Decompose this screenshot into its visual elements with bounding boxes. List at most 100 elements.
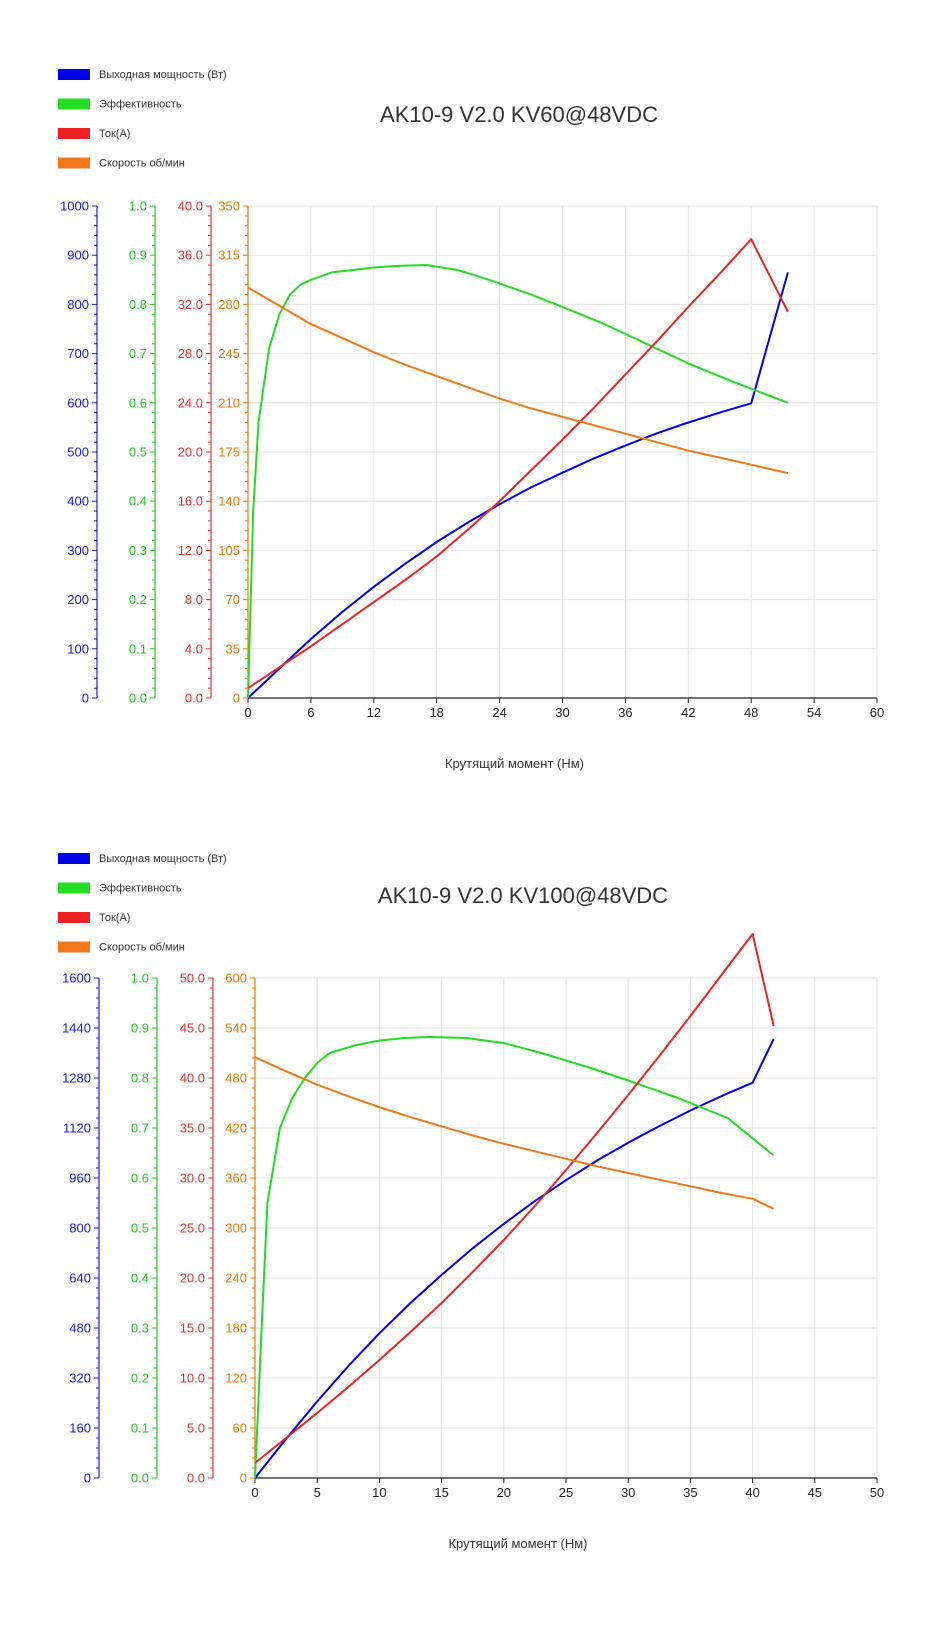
legend-label-4: Скорость об/мин [99, 942, 185, 954]
y-tick-label-eff: 0.2 [131, 1371, 149, 1386]
chart-title: AK10-9 V2.0 KV100@48VDC [378, 883, 668, 908]
x-axis-label: Крутящий момент (Нм) [448, 1536, 587, 1551]
y-tick-label-speed: 120 [225, 1371, 247, 1386]
series-line-power [254, 1038, 775, 1479]
y-tick-label-current: 8.0 [185, 592, 203, 607]
x-tick-label: 48 [744, 705, 758, 720]
y-tick-label-current: 0.0 [185, 691, 203, 706]
legend-swatch-3 [58, 912, 90, 923]
y-tick-label-eff: 0.8 [131, 1071, 149, 1086]
x-tick-label: 15 [434, 1485, 448, 1500]
y-tick-label-eff: 0.0 [131, 1471, 149, 1486]
y-tick-label-eff: 0.8 [129, 297, 147, 312]
legend-swatch-4 [58, 157, 90, 169]
x-tick-label: 12 [367, 705, 381, 720]
y-tick-label-eff: 0.6 [131, 1171, 149, 1186]
y-tick-label-power: 1600 [62, 971, 91, 986]
series-line-speed [247, 286, 789, 475]
y-tick-label-speed: 240 [225, 1271, 247, 1286]
y-tick-label-current: 50.0 [180, 971, 205, 986]
y-tick-label-current: 10.0 [180, 1371, 205, 1386]
y-tick-label-power: 960 [69, 1171, 91, 1186]
x-tick-label: 24 [492, 705, 506, 720]
legend-swatch-4 [58, 941, 90, 953]
legend-label-3: Ток(А) [99, 912, 130, 924]
legend-label-4: Скорость об/мин [99, 158, 185, 170]
y-tick-label-power: 480 [69, 1321, 91, 1336]
y-tick-label-eff: 0.1 [129, 641, 147, 656]
y-tick-label-speed: 140 [218, 494, 240, 509]
y-tick-label-eff: 0.9 [131, 1021, 149, 1036]
x-tick-label: 35 [683, 1485, 697, 1500]
y-tick-label-eff: 0.3 [131, 1321, 149, 1336]
y-tick-label-eff: 0.7 [131, 1121, 149, 1136]
y-tick-label-speed: 315 [218, 248, 240, 263]
y-tick-label-speed: 350 [218, 199, 240, 214]
x-tick-label: 60 [870, 705, 884, 720]
y-tick-label-eff: 0.4 [131, 1271, 149, 1286]
y-tick-label-speed: 210 [218, 395, 240, 410]
y-tick-label-power: 0 [82, 691, 89, 706]
y-tick-label-current: 40.0 [178, 199, 203, 214]
y-tick-label-current: 0.0 [187, 1471, 205, 1486]
y-tick-label-eff: 0.5 [131, 1221, 149, 1236]
y-tick-label-speed: 70 [226, 592, 240, 607]
y-tick-label-current: 45.0 [180, 1021, 205, 1036]
y-tick-label-speed: 300 [225, 1221, 247, 1236]
y-tick-label-power: 0 [84, 1471, 91, 1486]
x-tick-label: 0 [251, 1485, 258, 1500]
y-tick-label-eff: 0.6 [129, 395, 147, 410]
series-line-eff [254, 1036, 775, 1479]
y-tick-label-current: 12.0 [178, 543, 203, 558]
legend-swatch-1 [58, 69, 90, 80]
y-tick-label-current: 36.0 [178, 248, 203, 263]
legend-swatch-2 [58, 882, 90, 894]
y-tick-label-power: 1000 [60, 199, 89, 214]
y-tick-label-eff: 0.4 [129, 494, 147, 509]
x-tick-label: 5 [314, 1485, 321, 1500]
y-tick-label-eff: 0.1 [131, 1421, 149, 1436]
y-tick-label-current: 35.0 [180, 1121, 205, 1136]
y-tick-label-current: 25.0 [180, 1221, 205, 1236]
y-tick-label-speed: 600 [225, 971, 247, 986]
chart-1: Выходная мощность (Вт) Эффективность Ток(А… [58, 69, 884, 771]
y-tick-label-speed: 360 [225, 1171, 247, 1186]
chart-title: AK10-9 V2.0 KV60@48VDC [380, 102, 658, 127]
y-tick-label-power: 100 [67, 641, 89, 656]
y-tick-label-power: 1120 [63, 1121, 91, 1136]
x-tick-label: 10 [372, 1485, 386, 1500]
x-tick-label: 18 [429, 705, 443, 720]
y-tick-label-eff: 0.9 [129, 248, 147, 263]
x-tick-label: 6 [307, 705, 314, 720]
y-tick-label-speed: 480 [225, 1071, 247, 1086]
y-tick-label-power: 800 [69, 1221, 91, 1236]
x-axis-label: Крутящий момент (Нм) [445, 756, 584, 771]
y-tick-label-current: 32.0 [178, 297, 203, 312]
y-tick-label-power: 1280 [62, 1071, 91, 1086]
series-line-power [247, 272, 789, 699]
y-tick-label-power: 200 [67, 592, 89, 607]
y-tick-label-power: 700 [67, 346, 89, 361]
legend-label-3: Ток(А) [99, 128, 130, 140]
y-tick-label-speed: 175 [218, 445, 240, 460]
y-tick-label-speed: 0 [233, 691, 240, 706]
y-tick-label-eff: 0.7 [129, 346, 147, 361]
legend-label-2: Эффективность [99, 99, 182, 111]
legend-label-1: Выходная мощность (Вт) [99, 853, 227, 865]
y-tick-label-power: 300 [67, 543, 89, 558]
y-tick-label-power: 1440 [62, 1021, 91, 1036]
legend-swatch-2 [58, 98, 90, 110]
y-tick-label-power: 160 [69, 1421, 91, 1436]
x-tick-label: 40 [745, 1485, 759, 1500]
y-tick-label-speed: 35 [226, 641, 240, 656]
y-tick-label-power: 900 [67, 248, 89, 263]
y-tick-label-eff: 0.3 [129, 543, 147, 558]
chart-2: Выходная мощность (Вт) Эффективность Ток(А… [58, 853, 884, 1551]
series-line-current [247, 238, 789, 690]
legend-swatch-3 [58, 128, 90, 139]
y-tick-label-speed: 245 [218, 346, 240, 361]
y-tick-label-power: 800 [67, 297, 89, 312]
y-tick-label-speed: 540 [225, 1021, 247, 1036]
x-tick-label: 30 [555, 705, 569, 720]
x-tick-label: 50 [870, 1485, 884, 1500]
